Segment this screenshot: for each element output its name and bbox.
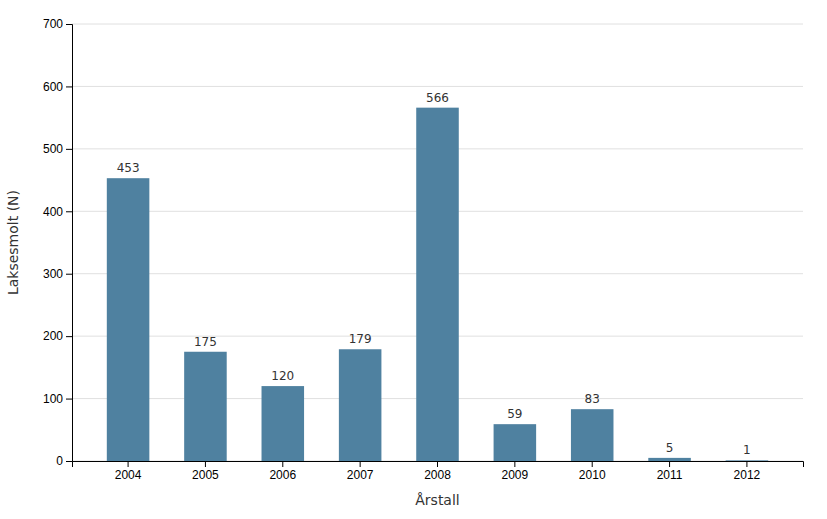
bar (648, 458, 691, 461)
bar (571, 409, 614, 461)
data-label: 566 (426, 91, 449, 105)
x-tick-mark (205, 461, 206, 467)
x-tick: 2009 (502, 461, 529, 482)
x-tick: 2012 (734, 461, 761, 482)
data-label: 83 (585, 392, 600, 406)
x-tick-mark (128, 461, 129, 467)
data-label: 179 (349, 332, 372, 346)
chart-svg: 2004200520062007200820092010201120120100… (0, 0, 827, 519)
data-labels: 453 175 120 179 566 59 83 5 1 (117, 91, 751, 458)
x-tick-label: 2008 (424, 468, 451, 482)
x-tick: 2011 (657, 461, 683, 482)
plot-area: 2004200520062007200820092010201120120100… (43, 17, 804, 481)
x-tick: 2004 (115, 461, 142, 482)
y-axis-title: Laksesmolt (N) (5, 190, 21, 295)
y-tick-label: 0 (56, 454, 63, 468)
x-tick-mark (437, 461, 438, 467)
bar (416, 108, 459, 461)
x-tick-mark (282, 461, 283, 467)
x-axis-title: Årstall (415, 492, 459, 508)
y-tick-label: 700 (43, 17, 63, 31)
data-label: 1 (743, 443, 751, 457)
x-tick-mark (592, 461, 593, 467)
y-tick: 300 (43, 267, 72, 281)
y-tick-mark (66, 274, 72, 275)
y-tick: 500 (43, 142, 72, 156)
grid-line (72, 86, 803, 87)
bar (262, 386, 305, 461)
data-label: 453 (117, 161, 140, 175)
x-tick-mark (669, 461, 670, 467)
data-label: 175 (194, 335, 217, 349)
x-tick-label: 2012 (734, 468, 761, 482)
x-axis-line (73, 462, 804, 468)
y-tick: 0 (56, 454, 72, 468)
bar (339, 349, 382, 461)
y-tick-mark (66, 149, 72, 150)
grid (72, 24, 803, 461)
x-tick: 2008 (424, 461, 451, 482)
y-tick: 200 (43, 329, 72, 343)
x-tick-mark (746, 461, 747, 467)
x-tick-mark (360, 461, 361, 467)
data-label: 59 (507, 407, 522, 421)
y-axis-line (66, 25, 73, 462)
bar (726, 460, 769, 461)
y-tick: 600 (43, 80, 72, 94)
chart-container: 2004200520062007200820092010201120120100… (0, 0, 827, 519)
x-tick-label: 2006 (269, 468, 296, 482)
y-tick-label: 300 (43, 267, 63, 281)
x-tick-label: 2011 (657, 468, 683, 482)
y-tick-mark (66, 24, 72, 25)
x-tick-mark (514, 461, 515, 467)
x-axis: 2004 2005 2006 2007 2008 2009 2010 2011 2012 (73, 461, 804, 482)
y-tick-label: 500 (43, 142, 63, 156)
y-tick: 400 (43, 205, 72, 219)
x-tick-label: 2007 (347, 468, 374, 482)
bars (107, 108, 768, 461)
x-tick-label: 2009 (502, 468, 529, 482)
y-tick-mark (66, 211, 72, 212)
bar (107, 178, 150, 461)
y-tick-label: 400 (43, 205, 63, 219)
x-tick: 2006 (269, 461, 296, 482)
x-tick: 2010 (579, 461, 606, 482)
y-tick-label: 200 (43, 329, 63, 343)
x-tick-label: 2005 (192, 468, 219, 482)
y-tick: 700 (43, 17, 72, 31)
y-tick-label: 100 (43, 392, 63, 406)
x-tick: 2005 (192, 461, 219, 482)
y-tick-mark (66, 336, 72, 337)
grid-line (72, 24, 803, 25)
y-axis: 0 100 200 300 400 500 600 700 (43, 17, 73, 468)
bar (494, 424, 537, 461)
y-tick-mark (66, 86, 72, 87)
y-tick-label: 600 (43, 80, 63, 94)
data-label: 5 (666, 441, 674, 455)
x-tick: 2007 (347, 461, 374, 482)
y-tick: 100 (43, 392, 72, 406)
y-tick-mark (66, 461, 72, 462)
x-tick-label: 2004 (115, 468, 142, 482)
data-label: 120 (271, 369, 294, 383)
x-tick-label: 2010 (579, 468, 606, 482)
bar (184, 352, 227, 461)
y-tick-mark (66, 399, 72, 400)
